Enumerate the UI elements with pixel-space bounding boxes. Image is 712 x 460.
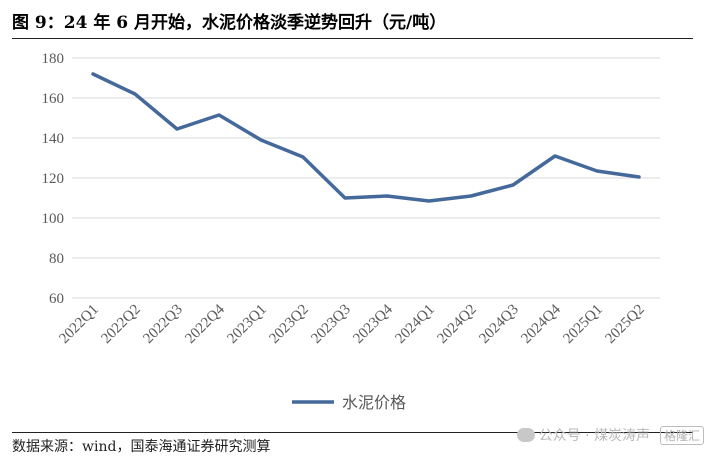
y-tick-label: 60 xyxy=(49,291,64,307)
y-axis-tick-labels: 60 80 100 120 140 160 180 xyxy=(42,51,65,307)
x-tick-label: 2023Q2 xyxy=(266,302,311,347)
x-tick-label: 2022Q4 xyxy=(182,301,228,347)
data-point xyxy=(176,128,178,130)
x-tick-label: 2022Q1 xyxy=(56,302,101,347)
x-tick-label: 2024Q4 xyxy=(518,301,564,347)
y-tick-label: 180 xyxy=(42,51,65,67)
wechat-icon xyxy=(516,428,535,442)
x-tick-label: 2023Q3 xyxy=(308,302,353,347)
x-axis-tick-labels: 2022Q12022Q22022Q32022Q42023Q12023Q22023… xyxy=(56,301,647,347)
y-tick-label: 160 xyxy=(42,91,65,107)
data-point xyxy=(428,200,430,202)
x-tick-label: 2022Q2 xyxy=(98,302,143,347)
data-point xyxy=(92,73,94,75)
y-tick-label: 120 xyxy=(42,171,65,187)
watermark: 公众号 · 煤炭涛声 格隆汇 xyxy=(516,425,704,445)
x-tick-label: 2024Q3 xyxy=(476,302,521,347)
chart-legend: 水泥价格 xyxy=(292,393,406,412)
x-tick-label: 2024Q1 xyxy=(392,302,437,347)
y-tick-label: 80 xyxy=(49,251,64,267)
y-tick-label: 100 xyxy=(42,211,65,227)
data-point xyxy=(344,197,346,199)
legend-label: 水泥价格 xyxy=(342,393,406,412)
data-point xyxy=(512,184,514,186)
data-point xyxy=(134,93,136,95)
series-line xyxy=(91,72,641,203)
source-rule xyxy=(12,432,693,433)
x-tick-label: 2024Q2 xyxy=(434,302,479,347)
data-point xyxy=(260,139,262,141)
data-point xyxy=(554,155,556,157)
watermark-text: 公众号 · 煤炭涛声 xyxy=(538,428,650,444)
x-tick-label: 2023Q1 xyxy=(224,302,269,347)
data-point xyxy=(302,156,304,158)
y-tick-label: 140 xyxy=(42,131,65,147)
x-tick-label: 2023Q4 xyxy=(350,301,396,347)
title-rule xyxy=(12,38,693,39)
data-point xyxy=(218,114,220,116)
gelonghui-logo: 格隆汇 xyxy=(659,425,704,445)
series-lines xyxy=(91,72,641,203)
x-tick-label: 2025Q2 xyxy=(602,302,647,347)
data-point xyxy=(470,195,472,197)
grid-lines xyxy=(72,57,660,299)
data-point xyxy=(638,176,640,178)
data-point xyxy=(386,195,388,197)
x-tick-label: 2022Q3 xyxy=(140,302,185,347)
figure-title: 图 9：24 年 6 月开始，水泥价格淡季逆势回升（元/吨） xyxy=(12,13,447,33)
source-note: 数据来源：wind，国泰海通证券研究测算 xyxy=(12,439,271,455)
data-point xyxy=(596,170,598,172)
x-tick-label: 2025Q1 xyxy=(560,302,605,347)
